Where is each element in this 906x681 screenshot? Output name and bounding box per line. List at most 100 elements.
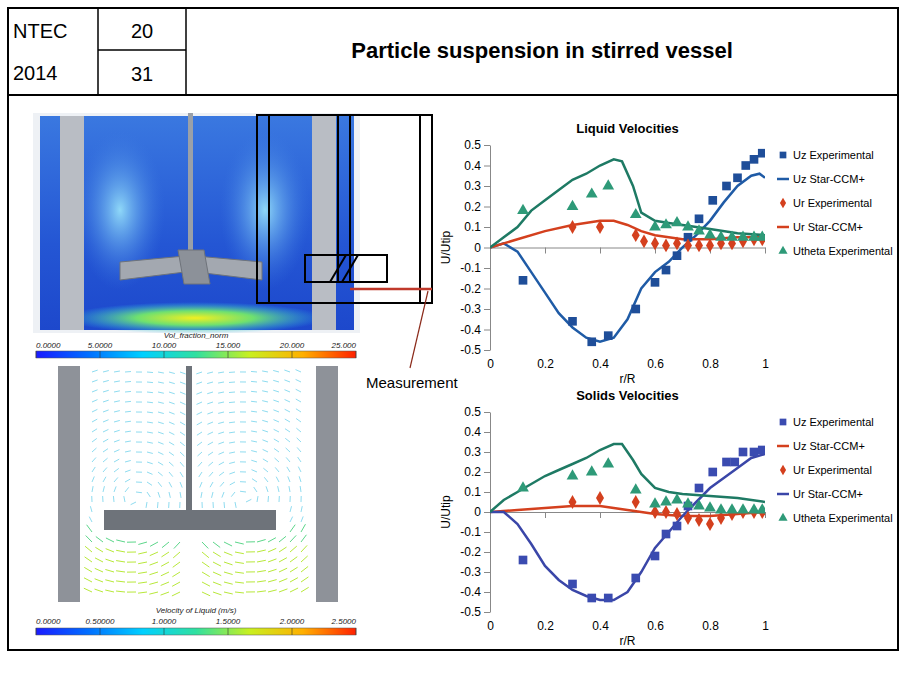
y-tick-label: 0.3 — [464, 179, 481, 193]
velocity-vector — [92, 400, 97, 402]
legend-label: Uz Experimental — [793, 149, 874, 161]
velocity-vector — [208, 452, 213, 455]
velocity-vector — [116, 540, 125, 542]
velocity-vector — [105, 590, 114, 592]
y-tick-mark — [484, 268, 490, 269]
legend-swatch — [778, 513, 787, 521]
x-tick: 0.6 — [647, 512, 664, 633]
velocity-vector — [290, 525, 295, 532]
velocity-vector — [229, 452, 235, 453]
velocity-vector — [246, 561, 255, 562]
velocity-vector — [213, 502, 214, 508]
tank-outline — [257, 115, 432, 303]
velocity-vector — [224, 572, 233, 575]
data-point — [519, 276, 528, 285]
velocity-vector — [257, 550, 266, 552]
velocity-vector — [235, 542, 244, 544]
colorbar-tick — [292, 628, 293, 635]
velocity-vector — [298, 457, 301, 462]
velocity-vector — [146, 502, 148, 508]
chart-title: Solids Velocities — [576, 388, 679, 403]
velocity-vector — [224, 542, 232, 546]
velocity-vector — [116, 571, 125, 572]
x-tick-mark — [545, 512, 546, 518]
velocity-vector — [180, 472, 183, 477]
impeller-outline — [305, 255, 387, 282]
velocity-vector — [92, 486, 93, 492]
data-point — [693, 499, 705, 509]
data-point — [715, 503, 727, 513]
velocity-vector — [218, 372, 224, 374]
velocity-vector — [125, 391, 131, 393]
y-tick-mark — [484, 145, 490, 146]
velocity-vector — [290, 567, 298, 572]
x-tick-label: 0 — [487, 357, 494, 371]
velocity-vector — [266, 486, 268, 492]
velocity-vector — [162, 542, 169, 548]
plot-area — [490, 444, 765, 602]
data-point — [684, 239, 692, 253]
baffle-line — [268, 115, 270, 303]
velocity-vector — [180, 492, 181, 498]
legend-swatch — [777, 226, 789, 229]
velocity-vector — [224, 552, 232, 555]
velocity-vector — [229, 392, 235, 394]
y-tick-label: 0.4 — [464, 425, 481, 439]
velocity-vector — [158, 452, 163, 455]
data-point — [673, 251, 682, 260]
velocity-vector — [136, 452, 142, 453]
velocity-vector — [262, 391, 268, 392]
velocity-vector — [103, 429, 108, 432]
data-point — [726, 503, 738, 513]
data-point — [517, 204, 529, 214]
velocity-vector — [213, 552, 221, 557]
data-point — [631, 305, 640, 314]
velocity-vector — [92, 370, 98, 372]
y-tick: -0.1 — [460, 525, 490, 539]
data-point — [631, 574, 640, 583]
velocity-vector — [257, 591, 266, 592]
velocity-vector — [114, 459, 119, 462]
velocity-vector — [251, 441, 257, 442]
velocity-vector — [149, 582, 158, 584]
baffle — [58, 366, 80, 602]
velocity-vector — [288, 476, 290, 482]
y-tick-mark — [484, 552, 490, 553]
velocity-vector — [285, 438, 290, 442]
data-point — [708, 468, 717, 477]
velocity-vector — [150, 562, 158, 565]
velocity-vector — [262, 410, 268, 412]
velocity-vector — [202, 542, 208, 548]
velocity-vector — [136, 402, 142, 403]
velocity-vector — [235, 562, 244, 563]
velocity-vector — [268, 559, 276, 562]
velocity-vector — [251, 401, 257, 403]
legend-item: Ur Star-CCM+ — [777, 221, 863, 233]
velocity-vector — [196, 382, 202, 384]
velocity-vector — [158, 422, 164, 424]
contour-image — [33, 113, 360, 334]
y-tick: -0.2 — [460, 282, 490, 296]
x-tick-mark — [600, 248, 601, 254]
data-point — [586, 465, 598, 475]
velocity-vector — [246, 591, 255, 592]
velocity-vector — [169, 472, 173, 477]
y-tick-mark — [484, 330, 490, 331]
colorbar-tick-label: 1.5000 — [216, 617, 241, 626]
legend-swatch — [780, 465, 786, 476]
colorbar-tick — [36, 351, 37, 358]
colorbar-tick — [100, 628, 101, 635]
shaft-line — [337, 115, 339, 282]
velocity-vector — [268, 569, 277, 572]
velocity-vector — [301, 545, 307, 552]
y-tick: -0.5 — [460, 605, 490, 619]
velocity-vector — [279, 579, 287, 582]
velocity-vector — [116, 591, 125, 593]
chart: 00.20.40.60.81-0.5-0.4-0.3-0.2-0.100.10.… — [439, 121, 893, 386]
data-point — [756, 503, 765, 513]
velocity-vector — [105, 569, 114, 572]
colorbar-tick-label: 0.0000 — [36, 341, 61, 350]
data-point — [586, 187, 598, 197]
data-point — [651, 552, 660, 561]
velocity-vector — [296, 389, 301, 392]
